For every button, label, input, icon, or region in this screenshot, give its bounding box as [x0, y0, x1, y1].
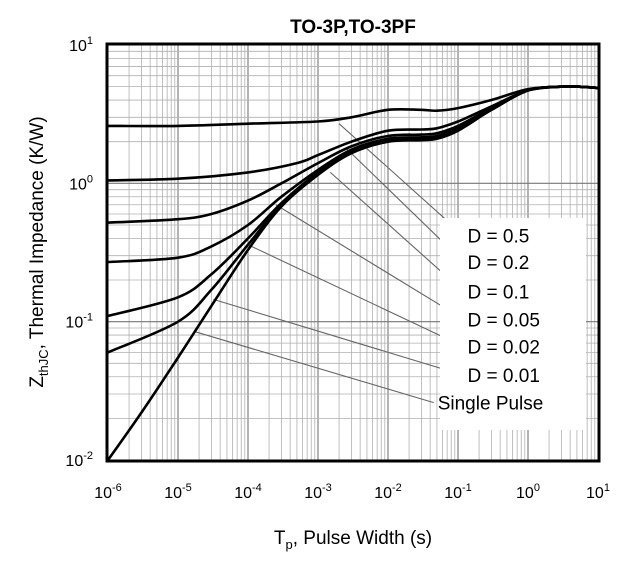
series-curves [106, 84, 599, 461]
series-label-d-0-2: D = 0.2 [468, 253, 530, 274]
y-axis-title: ZthJC, Thermal Impedance (K/W) [27, 116, 51, 387]
series-label-single-pulse: Single Pulse [438, 394, 544, 415]
x-tick-label: 101 [586, 482, 610, 502]
y-tick-label: 100 [69, 173, 93, 193]
plot-frame [105, 42, 601, 463]
x-tick-labels: 10-6 10-5 10-4 10-3 10-2 10-1 100 101 [94, 482, 610, 502]
series-label-d-0-01: D = 0.01 [468, 366, 540, 387]
series-line-single-pulse [106, 84, 599, 461]
x-tick-label: 10-2 [374, 482, 402, 502]
series-labels: D = 0.5 D = 0.2 D = 0.1 D = 0.05 D = 0.02 D =… [438, 226, 544, 414]
series-label-d-0-05: D = 0.05 [468, 310, 540, 331]
series-label-d-0-5: D = 0.5 [468, 226, 530, 247]
y-tick-label: 10-2 [65, 450, 93, 470]
x-tick-label: 100 [516, 482, 540, 502]
x-tick-label: 10-3 [304, 482, 332, 502]
legend-box [440, 218, 586, 430]
x-tick-label: 10-1 [444, 482, 472, 502]
series-label-d-0-02: D = 0.02 [468, 338, 540, 359]
chart-title: TO-3P,TO-3PF [290, 17, 416, 38]
leader-line-d-0-05 [275, 204, 464, 320]
leader-line-single-pulse [193, 330, 434, 404]
x-axis-title: Tp, Pulse Width (s) [274, 528, 432, 552]
y-tick-label: 10-1 [65, 312, 93, 332]
leader-line-d-0-01 [213, 298, 464, 376]
x-tick-label: 10-4 [234, 482, 262, 502]
annotation-leader-lines [193, 123, 464, 404]
y-tick-labels: 10-2 10-1 100 101 [65, 35, 93, 470]
series-label-d-0-1: D = 0.1 [468, 283, 530, 304]
x-tick-label: 10-5 [164, 482, 192, 502]
x-tick-label: 10-6 [94, 482, 122, 502]
leader-line-d-0-02 [247, 244, 464, 348]
y-tick-label: 101 [69, 35, 93, 55]
